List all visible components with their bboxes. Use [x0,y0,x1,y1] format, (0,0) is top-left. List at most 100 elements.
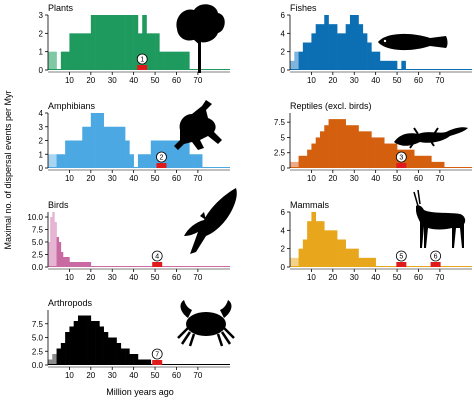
event-marker [396,262,407,267]
area-bar [435,161,441,168]
x-tick-label: 40 [129,76,138,85]
area-bar [142,359,147,365]
x-tick-label: 10 [65,371,74,380]
area-bar [133,354,139,365]
event-marker [396,163,407,168]
y-tick-label: 2 [281,245,286,254]
area-bar [315,137,321,168]
area-bar [86,33,92,70]
panel-title: Reptiles (excl. birds) [290,101,372,111]
x-tick-label: 60 [172,371,181,380]
area-bar [185,140,190,168]
x-tick-label: 70 [193,273,202,282]
area-bar [298,155,304,168]
area-bar [65,51,70,70]
area-bar [332,119,338,168]
event-marker [430,262,441,267]
area-bar [129,15,134,70]
x-tick-label: 30 [108,273,117,282]
area-bar [307,42,312,70]
area-bar [62,51,66,70]
y-tick-label: 0 [281,164,286,173]
x-tick-label: 40 [371,273,380,282]
area-bar [95,321,100,365]
area-bar [95,15,100,70]
panel-fishes: Fishes 0 2 4 6 10 20 30 40 50 60 70 [281,3,472,85]
area-bar [99,326,104,365]
area-bar [103,15,109,70]
area-bar [315,221,321,267]
area-bar [60,252,64,267]
area-bar [180,140,186,168]
area-bar [120,348,126,365]
area-bar [341,239,346,267]
area-bar [354,125,359,168]
area-bar [332,24,338,71]
y-tick-label: 3 [39,11,44,20]
x-tick-label: 60 [414,273,423,282]
area-bar [52,154,57,168]
area-bar [379,137,385,168]
area-bar [90,15,96,70]
area-bar [345,24,351,71]
area-bar [371,51,376,70]
area-bar [379,60,385,70]
x-tick-label: 60 [414,174,423,183]
event-marker [152,360,163,365]
event-badge [151,250,163,262]
area-bar [431,161,436,168]
area-bar [60,343,66,365]
y-axis-label: Maximal no. of dispersal events per Myr [3,90,13,249]
area-bar [86,262,92,267]
area-bar [137,359,143,365]
y-tick-label: 7.5 [32,320,44,329]
y-tick-label: 2.5 [274,149,286,158]
y-tick-label: 4 [39,109,44,118]
x-tick-label: 40 [129,174,138,183]
area-bar [90,321,96,365]
x-tick-label: 60 [172,76,181,85]
area-bar [384,143,389,168]
area-bar [290,60,295,70]
x-tick-label: 30 [350,273,359,282]
area-bar [371,257,376,267]
area-bar [137,154,143,168]
area-bar [163,51,169,70]
area-bar [48,154,53,168]
area-bar [375,51,381,70]
area-bar [73,321,79,365]
x-tick-label: 10 [307,273,316,282]
y-tick-label: 2.5 [32,347,44,356]
area-bar [133,15,139,70]
area-bar [418,155,424,168]
area-bar [82,315,87,365]
area-bar [328,119,334,168]
crab-icon [177,300,235,347]
area-bar [392,143,398,168]
x-tick-label: 70 [193,76,202,85]
event-number: 5 [399,254,403,261]
area-bar [167,140,173,168]
x-tick-label: 30 [108,174,117,183]
area-bar [103,332,109,365]
area-bar [129,354,134,365]
y-tick-label: 5.0 [32,238,44,247]
y-tick-label: 1 [39,48,44,57]
y-tick-label: 2.5 [32,251,44,260]
event-number: 3 [399,155,403,162]
area-bar [193,154,199,168]
area-bar [337,33,342,70]
x-tick-label: 20 [328,273,337,282]
area-bar [69,326,74,365]
area-bar [172,51,177,70]
area-bar [302,239,308,267]
area-bar [52,51,55,70]
panel-arthropods: Arthropods 0.0 2.5 5.0 7.5 10 20 30 40 50 60 70 7 [32,298,230,380]
area-bar [125,15,130,70]
event-badge [395,151,407,163]
x-tick-label: 50 [151,76,160,85]
area-bar [307,221,312,267]
area-bar [116,15,122,70]
area-bar [388,60,394,70]
y-tick-label: 4 [281,226,286,235]
